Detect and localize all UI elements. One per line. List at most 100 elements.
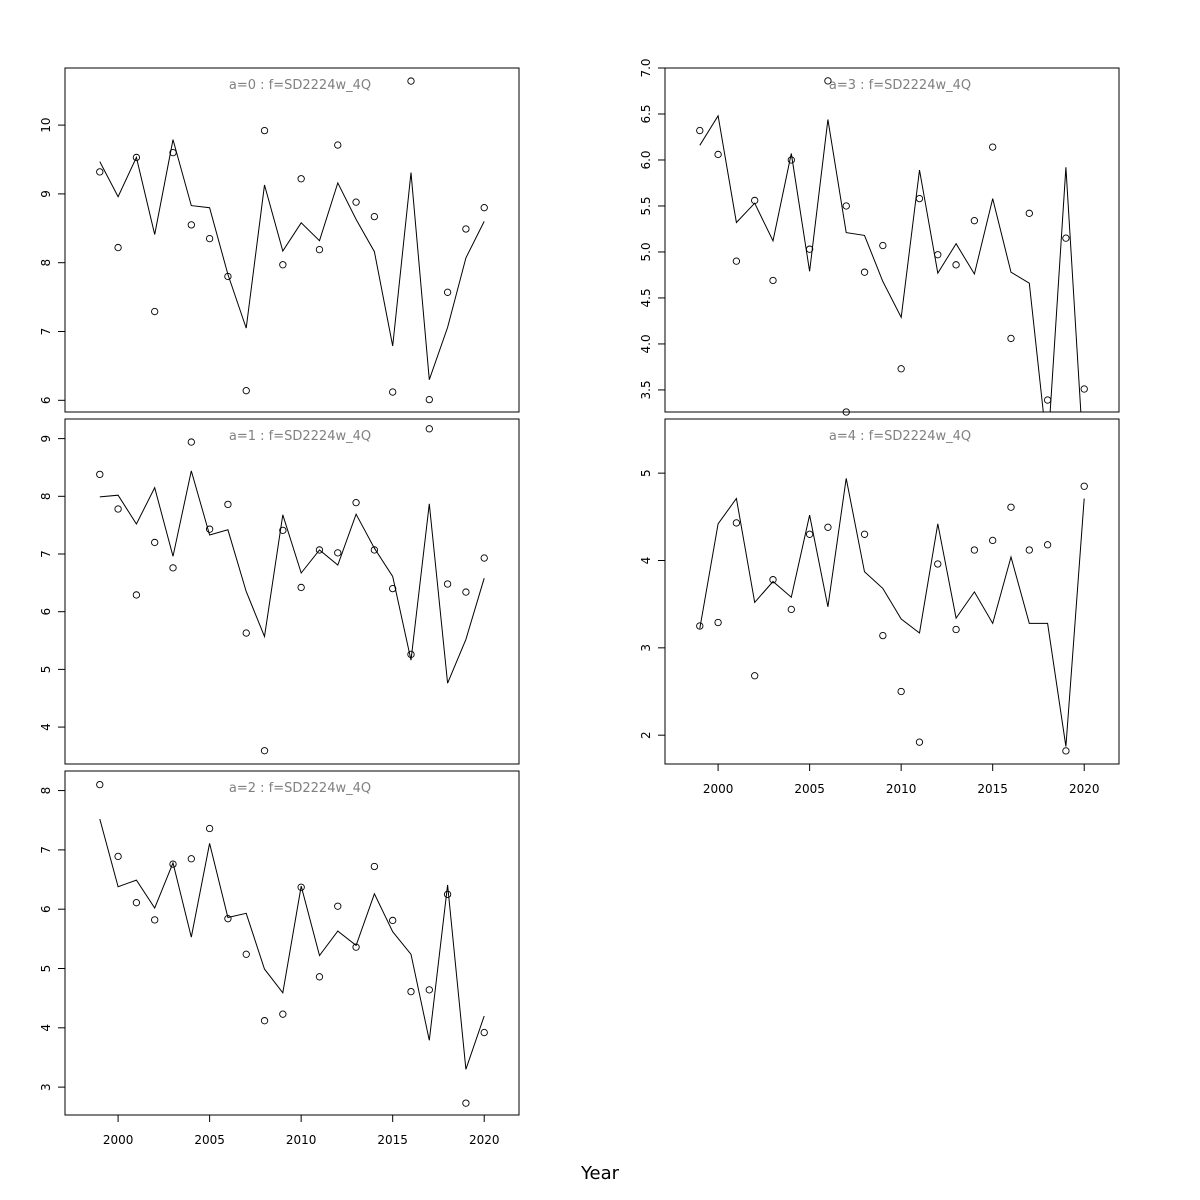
observed-point [96, 780, 104, 789]
panel-2: a=2 : f=SD2224w_4Q 3 4 5 6 7 8 2000 2005 2010 2015… [39, 770, 520, 1147]
y-tick-label: 3.5 [639, 380, 653, 399]
y-tick-label: 2 [639, 731, 653, 739]
observed-point [480, 204, 488, 212]
observed-point [315, 245, 324, 254]
observed-point [96, 168, 104, 176]
observed-point [897, 365, 905, 373]
observed-point [1025, 546, 1033, 554]
observed-point [879, 241, 887, 250]
observed-point [114, 243, 122, 252]
observed-point [769, 276, 777, 285]
observed-point [443, 288, 452, 296]
observed-point [952, 625, 960, 634]
observed-point [242, 950, 250, 958]
observed-point [334, 549, 342, 557]
observed-point [970, 546, 979, 554]
panel-title: a=4 : f=SD2224w_4Q [829, 429, 971, 444]
observed-point [989, 143, 997, 151]
observed-point [751, 672, 759, 680]
observed-point [769, 576, 777, 584]
panel-frame [664, 418, 1120, 765]
observed-point [279, 526, 287, 534]
observed-point [242, 629, 250, 637]
observed-point [824, 523, 832, 531]
observed-point [970, 217, 979, 225]
observed-point [425, 425, 433, 433]
y-tick-label: 5.0 [639, 242, 653, 261]
series-line-model [699, 114, 1082, 412]
observed-point [389, 388, 397, 396]
observed-point [132, 153, 141, 162]
x-tick-label: 2015 [977, 782, 1008, 796]
observed-point [714, 150, 722, 159]
observed-point [732, 257, 741, 265]
observed-point [443, 580, 452, 588]
observed-point [1025, 209, 1033, 217]
panel-title: a=0 : f=SD2224w_4Q [229, 78, 371, 93]
observed-point [132, 899, 141, 907]
observed-point [151, 538, 159, 547]
y-tick-label: 7.0 [639, 58, 653, 77]
observed-point [480, 554, 488, 562]
observed-point [860, 530, 869, 538]
panel-frame [64, 770, 520, 1116]
observed-point [860, 268, 869, 276]
observed-point [462, 588, 470, 596]
y-tick-label: 5 [39, 965, 53, 973]
observed-point [480, 1028, 488, 1037]
y-tick-label: 4 [39, 723, 53, 731]
observed-point [787, 156, 795, 164]
observed-point [224, 272, 232, 281]
y-tick-label: 4.5 [639, 288, 653, 307]
observed-point [842, 408, 850, 416]
observed-point [187, 438, 195, 446]
observed-point [370, 862, 379, 871]
y-tick-label: 9 [39, 190, 53, 198]
observed-point [462, 1099, 470, 1107]
x-tick-label: 2020 [1069, 782, 1100, 796]
observed-point [897, 687, 905, 696]
observed-point [1062, 234, 1070, 242]
observed-point [696, 126, 704, 135]
observed-point [407, 987, 415, 996]
observed-point [1043, 541, 1052, 549]
observed-point [732, 519, 741, 527]
observed-point [96, 470, 104, 479]
x-tick-label: 2015 [377, 1133, 408, 1147]
y-tick-label: 7 [39, 550, 53, 558]
observed-point [205, 234, 214, 243]
series-line-model [99, 818, 485, 1070]
observed-point [169, 564, 177, 572]
observed-point [842, 202, 850, 210]
observed-point [187, 221, 195, 229]
series-line-model [99, 470, 485, 684]
observed-point [389, 916, 397, 925]
y-tick-label: 4 [639, 557, 653, 565]
y-tick-label: 8 [39, 787, 53, 795]
observed-point [242, 387, 250, 395]
observed-point [352, 198, 360, 206]
observed-point [297, 883, 305, 891]
panels-group: a=0 : f=SD2224w_4Q 6 7 8 9 10 a=1 : f=SD2224w_… [39, 58, 1120, 1147]
observed-point [915, 738, 924, 746]
observed-point [205, 525, 214, 533]
observed-point [132, 591, 141, 599]
observed-point [224, 500, 232, 509]
observed-point [824, 77, 832, 85]
observed-point [1007, 503, 1015, 511]
y-tick-label: 7 [39, 328, 53, 336]
panel-0: a=0 : f=SD2224w_4Q 6 7 8 9 10 [39, 67, 520, 413]
observed-point [389, 584, 397, 593]
observed-point [114, 505, 122, 513]
y-tick-label: 8 [39, 492, 53, 500]
observed-point [1080, 385, 1088, 393]
observed-point [1007, 334, 1015, 343]
observed-point [805, 530, 814, 538]
y-tick-label: 6 [39, 608, 53, 616]
observed-point [205, 824, 214, 833]
x-tick-label: 2000 [103, 1133, 134, 1147]
y-tick-label: 7 [39, 846, 53, 854]
y-tick-label: 6 [39, 905, 53, 913]
x-tick-label: 2010 [886, 782, 917, 796]
